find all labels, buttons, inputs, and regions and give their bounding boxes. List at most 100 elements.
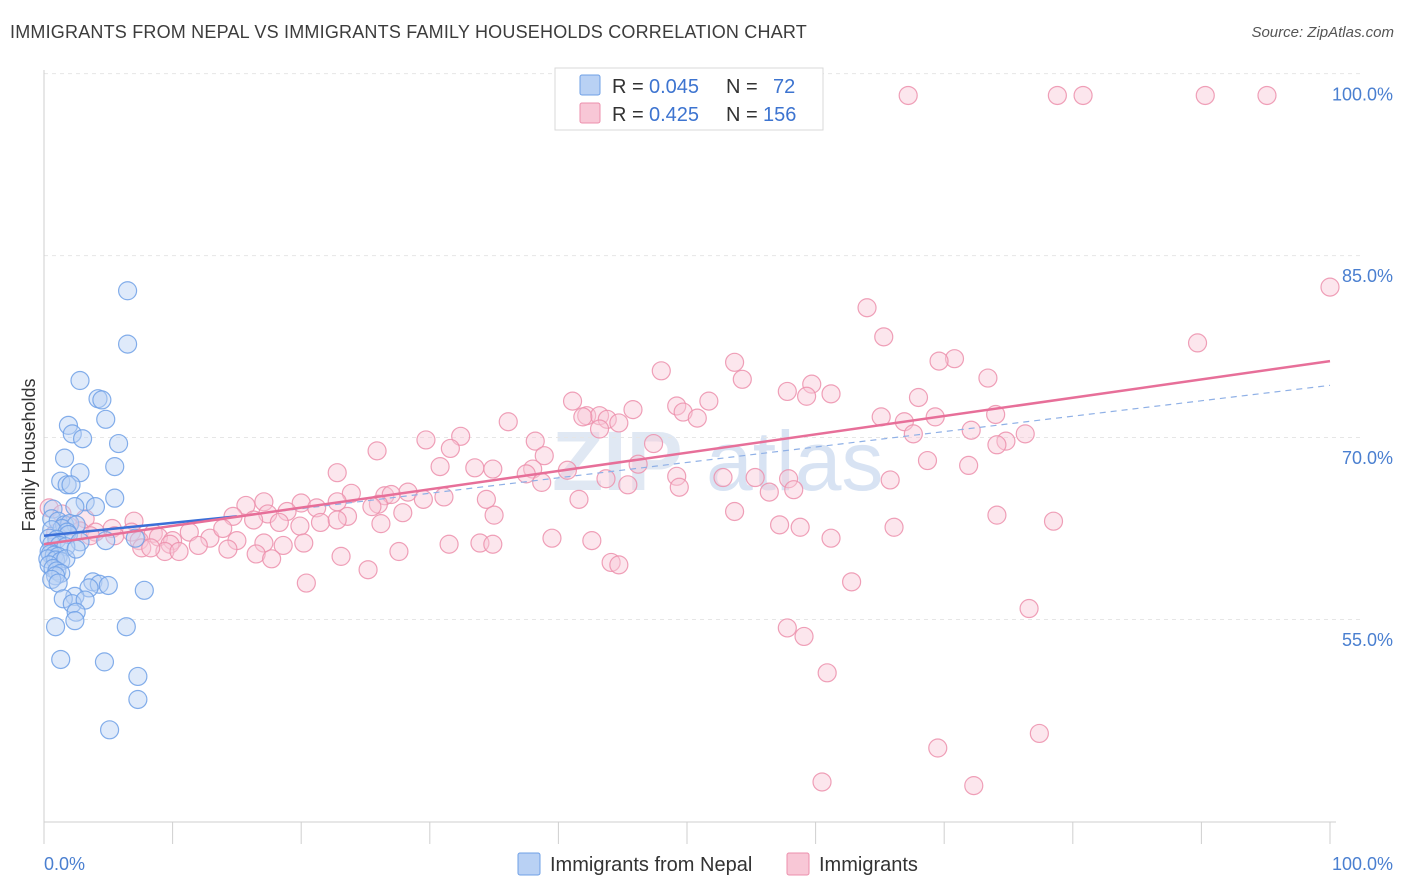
axes [43, 70, 1336, 844]
legend-swatch-immigrants [579, 102, 601, 124]
immigrants-trend-line [43, 359, 1331, 546]
nepal-point-67 [94, 652, 115, 672]
immigrants-point-62 [745, 467, 765, 488]
immigrants-point-134 [483, 534, 503, 554]
immigrants-point-48 [534, 446, 554, 466]
nepal-point-7 [62, 424, 82, 444]
immigrants-point-63 [880, 470, 900, 490]
immigrants-point-66 [618, 475, 638, 495]
immigrants-point-92 [987, 505, 1007, 525]
immigrants-point-38 [1015, 424, 1035, 444]
immigrants-point-140 [601, 552, 621, 573]
immigrants-point-68 [784, 480, 804, 500]
immigrants-point-10 [929, 351, 949, 371]
immigrants-point-16 [777, 381, 797, 402]
nepal-point-69 [128, 689, 148, 710]
bottom-legend-label-immigrants: Immigrants [819, 854, 918, 876]
chart-title: IMMIGRANTS FROM NEPAL VS IMMIGRANTS FAMI… [10, 22, 807, 42]
immigrants-point-121 [188, 535, 208, 556]
immigrants-point-13 [978, 368, 998, 388]
immigrants-point-31 [687, 408, 707, 428]
immigrants-point-103 [1043, 511, 1064, 531]
immigrants-point-46 [440, 438, 460, 459]
legend-swatch-nepal [579, 74, 601, 96]
legend-r-value-1: 0.425 [649, 104, 699, 126]
series-immigrants [39, 85, 1340, 796]
y-tick-label-2: 85.0% [1342, 266, 1393, 286]
immigrants-point-33 [498, 412, 518, 432]
immigrants-point-138 [821, 528, 841, 548]
immigrants-point-128 [169, 541, 189, 562]
series-immigrants-from-nepal [38, 281, 154, 740]
nepal-point-71 [66, 539, 86, 559]
immigrants-point-139 [331, 546, 351, 566]
immigrants-point-43 [643, 433, 664, 454]
nepal-point-0 [117, 281, 138, 301]
immigrants-point-88 [484, 505, 504, 525]
nepal-point-51 [42, 569, 62, 590]
immigrants-point-11 [724, 352, 745, 372]
immigrants-point-12 [651, 361, 671, 381]
immigrants-point-148 [817, 663, 837, 683]
immigrants-point-17 [821, 384, 841, 404]
legend-n-value-1: 156 [763, 104, 796, 126]
immigrants-point-77 [569, 489, 589, 509]
nepal-point-8 [72, 429, 93, 449]
immigrants-point-97 [310, 512, 331, 533]
immigrants-point-143 [296, 573, 316, 593]
immigrants-point-91 [724, 501, 745, 522]
nepal-point-56 [79, 578, 99, 598]
nepal-point-63 [65, 611, 85, 631]
nepal-point-64 [45, 617, 66, 637]
x-tick-label-max: 100.0% [1332, 854, 1393, 874]
y-axis-title: Family Households [19, 378, 39, 531]
immigrants-point-9 [944, 349, 965, 369]
immigrants-point-22 [562, 391, 583, 411]
bottom-legend-swatch-nepal [517, 852, 541, 876]
nepal-point-55 [98, 575, 118, 596]
immigrants-point-141 [609, 555, 629, 575]
immigrants-point-99 [269, 512, 289, 533]
immigrants-point-32 [597, 409, 617, 429]
nepal-point-19 [85, 497, 106, 517]
immigrants-point-144 [842, 572, 862, 592]
immigrants-point-127 [155, 541, 175, 562]
nepal-point-66 [51, 649, 71, 670]
nepal-point-58 [65, 586, 85, 607]
immigrants-point-61 [713, 467, 733, 488]
immigrants-point-67 [669, 477, 689, 497]
immigrants-point-37 [961, 420, 981, 440]
nepal-point-15 [61, 475, 81, 495]
immigrants-point-137 [790, 517, 810, 537]
nepal-point-16 [105, 488, 125, 508]
immigrants-point-147 [794, 626, 814, 647]
nepal-point-65 [116, 617, 136, 637]
y-tick-labels: 55.0% 70.0% 85.0% 100.0% [1332, 84, 1393, 650]
nepal-point-6 [96, 409, 116, 429]
immigrants-point-47 [367, 441, 387, 461]
nepal-point-9 [108, 433, 129, 454]
immigrants-point-130 [262, 549, 282, 569]
immigrants-point-104 [884, 517, 904, 537]
nepal-point-18 [65, 497, 85, 517]
nepal-point-34 [125, 528, 145, 548]
nepal-point-1 [117, 334, 138, 354]
immigrants-point-8 [1187, 333, 1208, 353]
immigrants-point-15 [802, 374, 822, 394]
immigrants-point-100 [371, 514, 391, 534]
y-tick-label-1: 70.0% [1342, 448, 1393, 468]
immigrants-point-7 [874, 327, 894, 347]
immigrants-point-142 [358, 560, 378, 580]
immigrants-point-14 [732, 369, 752, 389]
nepal-point-20 [43, 499, 63, 519]
immigrants-point-4 [1257, 85, 1277, 106]
immigrants-point-65 [532, 472, 552, 492]
immigrants-point-57 [465, 458, 485, 478]
immigrants-point-40 [903, 424, 923, 444]
chart-source: Source: ZipAtlas.com [1251, 24, 1394, 41]
legend-n-label-0: N = [726, 76, 758, 98]
immigrants-point-118 [163, 531, 183, 551]
legend-n-value-0: 72 [773, 76, 795, 98]
bottom-legend-label-nepal: Immigrants from Nepal [550, 854, 752, 876]
